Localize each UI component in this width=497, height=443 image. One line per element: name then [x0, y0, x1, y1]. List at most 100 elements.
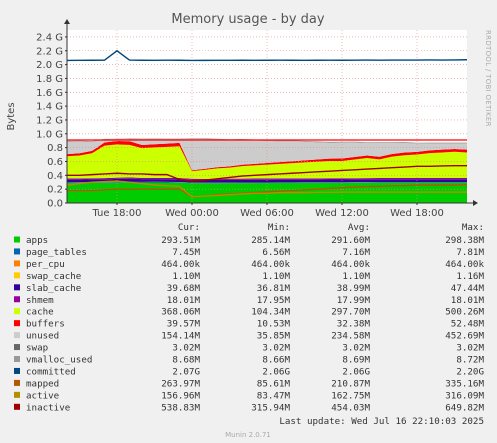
- legend-min: 3.02M: [262, 343, 290, 354]
- legend-min: 85.61M: [257, 378, 291, 389]
- legend-header: Cur:: [178, 222, 200, 233]
- legend-header: Avg:: [348, 222, 370, 233]
- legend-avg: 1.10M: [342, 271, 370, 282]
- y-tick-label: 2.4 G: [36, 32, 63, 43]
- y-tick-label: 1.4 G: [36, 102, 63, 113]
- legend-min: 17.95M: [257, 295, 291, 306]
- legend-label: shmem: [26, 295, 54, 306]
- legend-label: cache: [26, 307, 54, 318]
- x-tick-label: Tue 18:00: [91, 208, 141, 219]
- legend-cur: 39.57M: [167, 319, 201, 330]
- legend-avg: 464.00k: [331, 259, 370, 270]
- legend-avg: 2.06G: [342, 366, 370, 377]
- legend-label: apps: [26, 235, 48, 246]
- legend-swatch: [14, 296, 20, 303]
- line-active: [66, 180, 467, 198]
- legend-max: 52.48M: [451, 319, 485, 330]
- area-unused: [67, 139, 467, 171]
- y-tick-label: 0.6: [47, 157, 63, 168]
- munin-version-text: Munin 2.0.71: [225, 431, 271, 439]
- legend-max: 298.38M: [445, 235, 484, 246]
- y-axis-arrow: [64, 19, 70, 24]
- legend-avg: 8.69M: [342, 355, 370, 366]
- legend-min: 464.00k: [251, 259, 290, 270]
- legend-swatch: [14, 403, 20, 410]
- legend-max: 335.16M: [445, 378, 484, 389]
- legend-swatch: [14, 284, 20, 291]
- legend-min: 1.10M: [262, 271, 290, 282]
- area-shmem: [67, 177, 467, 181]
- legend-cur: 2.07G: [172, 366, 200, 377]
- legend-min: 83.47M: [257, 390, 291, 401]
- line-mapped: [67, 184, 468, 198]
- legend-swatch: [14, 308, 20, 315]
- legend-avg: 38.99M: [337, 283, 371, 294]
- legend-swatch: [14, 272, 20, 279]
- legend-max: 3.02M: [456, 343, 484, 354]
- legend-avg: 454.03M: [331, 402, 370, 413]
- legend-min: 8.66M: [262, 355, 290, 366]
- legend-avg: 17.99M: [337, 295, 371, 306]
- legend-swatch: [14, 344, 20, 351]
- y-tick-label: 1.8 G: [36, 74, 63, 85]
- legend-swatch: [14, 320, 20, 327]
- legend-swatch: [14, 248, 20, 255]
- legend-max: 500.26M: [445, 307, 484, 318]
- legend-min: 35.85M: [257, 331, 291, 342]
- legend-max: 2.20G: [456, 366, 484, 377]
- line-inactive: [67, 165, 467, 182]
- side-credit-label: RRDTOOL / TOBI OETIKER: [484, 30, 492, 127]
- x-tick-label: Wed 12:00: [315, 208, 369, 219]
- legend-label: slab_cache: [26, 283, 81, 294]
- legend-swatch: [14, 332, 20, 339]
- legend-label: swap_cache: [26, 271, 81, 282]
- area-cache: [67, 144, 467, 179]
- legend-label: active: [26, 390, 59, 401]
- legend-max: 7.81M: [456, 247, 484, 258]
- legend-max: 47.44M: [451, 283, 485, 294]
- legend-swatch: [14, 379, 20, 386]
- legend-max: 316.09M: [445, 390, 484, 401]
- legend-cur: 7.45M: [172, 247, 200, 258]
- y-tick-label: 0.4: [47, 171, 63, 182]
- x-tick-label: Wed 00:00: [165, 208, 219, 219]
- y-tick-label: 1.2 G: [36, 115, 63, 126]
- area-vmalloc-used: [67, 138, 467, 144]
- legend-cur: 1.10M: [172, 271, 200, 282]
- legend-min: 2.06G: [262, 366, 290, 377]
- legend-max: 8.72M: [456, 355, 484, 366]
- x-axis-arrow: [473, 200, 478, 206]
- legend-header: Max:: [462, 222, 484, 233]
- legend-cur: 293.51M: [161, 235, 200, 246]
- x-tick-label: Wed 18:00: [390, 208, 444, 219]
- legend-max: 649.82M: [445, 402, 484, 413]
- last-update-text: Last update: Wed Jul 16 22:10:03 2025: [279, 416, 484, 427]
- legend-avg: 210.87M: [331, 378, 370, 389]
- legend-avg: 234.58M: [331, 331, 370, 342]
- legend-min: 315.94M: [251, 402, 290, 413]
- legend-min: 10.53M: [257, 319, 291, 330]
- y-tick-label: 1.0 G: [36, 129, 63, 140]
- chart-title: Memory usage - by day: [171, 12, 324, 27]
- legend-cur: 156.96M: [161, 390, 200, 401]
- legend-min: 36.81M: [257, 283, 291, 294]
- legend-label: swap: [26, 343, 48, 354]
- legend-cur: 39.68M: [167, 283, 201, 294]
- legend-label: mapped: [26, 378, 59, 389]
- legend-cur: 464.00k: [161, 259, 200, 270]
- legend-avg: 7.16M: [342, 247, 370, 258]
- legend-swatch: [14, 236, 20, 243]
- legend-swatch: [14, 367, 20, 374]
- legend-cur: 154.14M: [161, 331, 200, 342]
- legend-cur: 538.83M: [161, 402, 200, 413]
- legend-min: 6.56M: [262, 247, 290, 258]
- legend-avg: 162.75M: [331, 390, 370, 401]
- legend-header: Min:: [268, 222, 290, 233]
- legend-label: inactive: [26, 402, 70, 413]
- legend-min: 285.14M: [251, 235, 290, 246]
- legend-label: page_tables: [26, 247, 87, 258]
- legend-max: 1.16M: [456, 271, 484, 282]
- legend-avg: 3.02M: [342, 343, 370, 354]
- legend-cur: 18.01M: [167, 295, 201, 306]
